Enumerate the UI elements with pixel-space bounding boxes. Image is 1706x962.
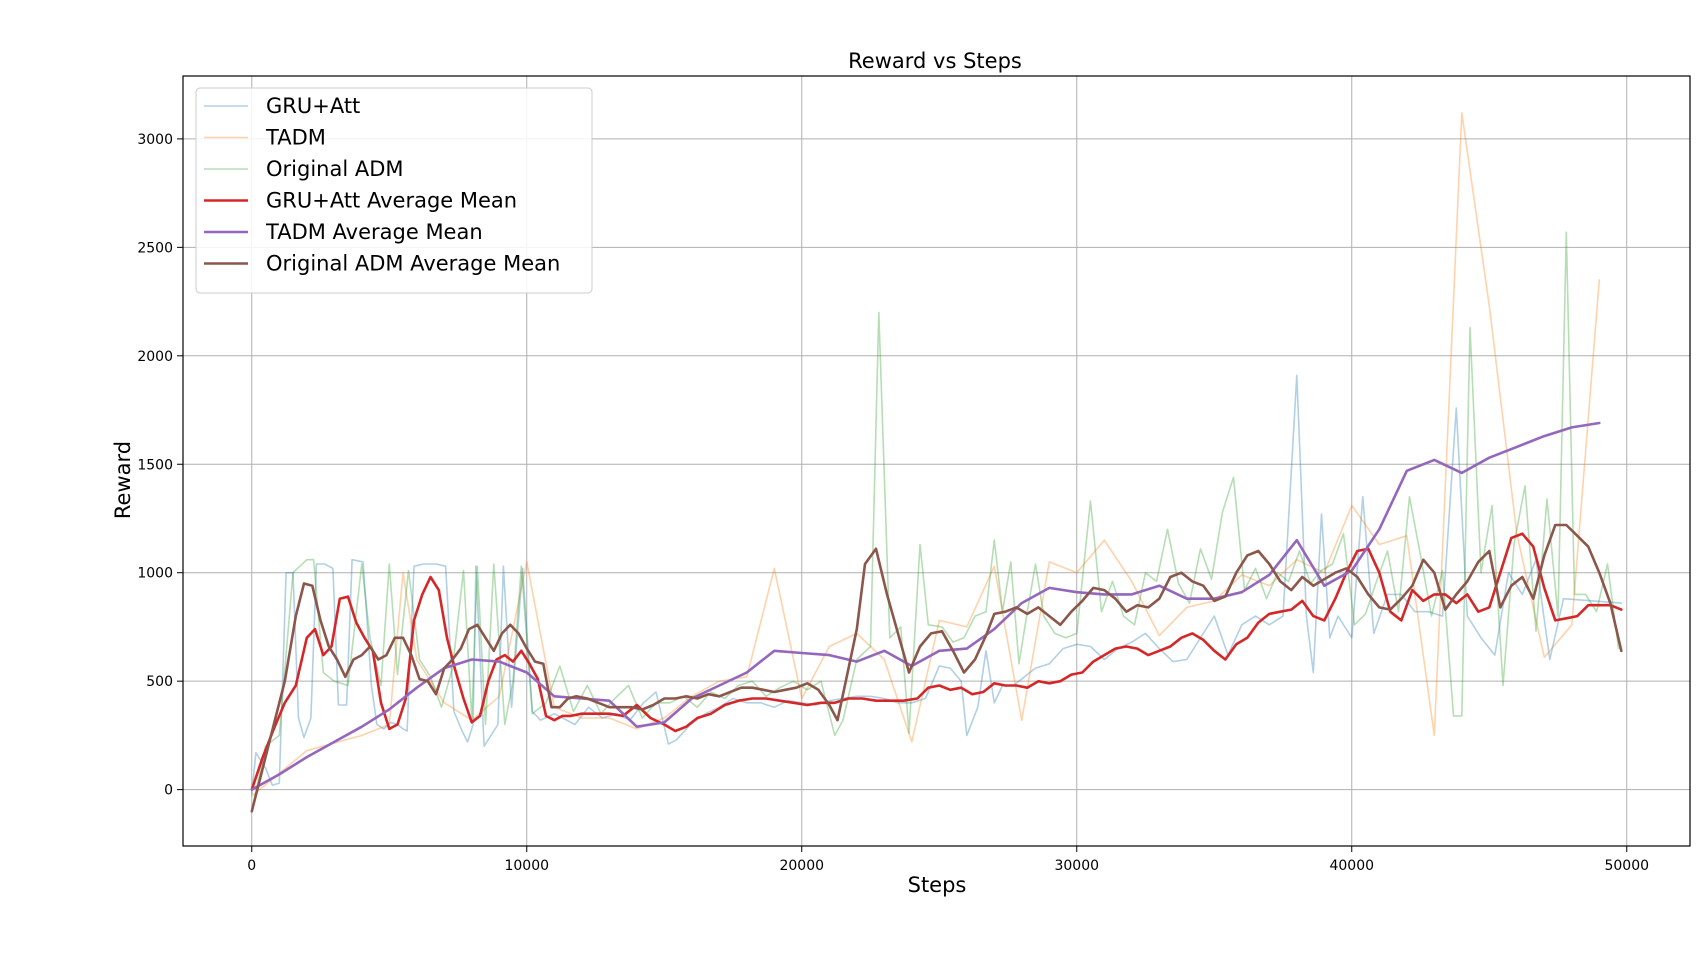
grid <box>183 76 1690 846</box>
series-layer <box>250 112 1623 813</box>
legend: GRU+Att TADM Original ADM GRU+Att Average M… <box>195 87 593 294</box>
y-tick-label: 1000 <box>137 566 173 582</box>
y-tick-label: 3000 <box>137 132 173 148</box>
legend-label-gru-att: GRU+Att <box>266 94 360 118</box>
x-tick-label: 10000 <box>504 858 549 874</box>
x-tick-label: 40000 <box>1329 858 1374 874</box>
legend-label-original-adm: Original ADM <box>266 157 404 181</box>
series-line-original-adm <box>251 231 1620 813</box>
chart-title: Reward vs Steps <box>848 49 1022 73</box>
y-tick-label: 2000 <box>137 349 173 365</box>
y-tick-label: 2500 <box>137 240 173 256</box>
y-tick-label: 500 <box>146 674 173 690</box>
x-tick-label: 20000 <box>779 858 824 874</box>
legend-label-tadm-average-mean: TADM Average Mean <box>265 220 483 244</box>
legend-label-gru-att-average-mean: GRU+Att Average Mean <box>266 189 517 213</box>
y-ticks: 0 500 1000 1500 2000 2500 3000 <box>137 132 183 799</box>
x-ticks: 0 10000 20000 30000 40000 50000 <box>247 846 1649 874</box>
legend-label-original-adm-average-mean: Original ADM Average Mean <box>266 252 560 276</box>
series-line-gru-att <box>251 374 1623 795</box>
y-axis-label: Reward <box>111 441 135 519</box>
series-line-original-adm-average-mean <box>250 523 1623 813</box>
plot-frame <box>182 75 1691 847</box>
series-line-gru-att-average-mean <box>250 532 1623 791</box>
legend-box <box>195 87 593 294</box>
x-tick-label: 50000 <box>1604 858 1649 874</box>
series-line-tadm <box>251 112 1601 797</box>
x-axis-label: Steps <box>908 873 967 897</box>
legend-label-tadm: TADM <box>265 126 326 150</box>
series-line-tadm-average-mean <box>250 421 1601 791</box>
x-tick-label: 0 <box>247 858 256 874</box>
y-tick-label: 1500 <box>137 457 173 473</box>
y-tick-label: 0 <box>164 783 173 799</box>
x-tick-label: 30000 <box>1054 858 1099 874</box>
